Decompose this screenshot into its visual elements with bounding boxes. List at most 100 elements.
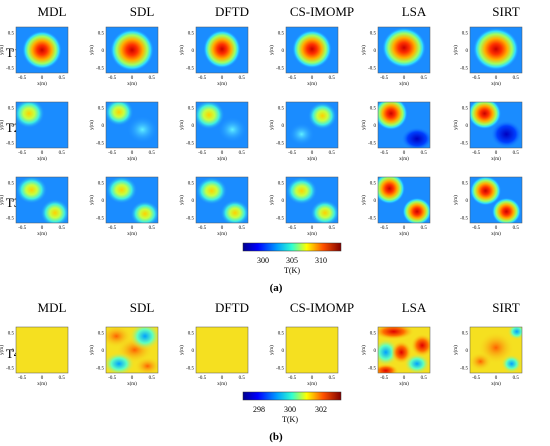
x-tick-label: -0.5 <box>472 151 480 156</box>
y-tick-label: 0 <box>192 349 195 354</box>
x-tick-label: -0.5 <box>198 376 206 381</box>
panel-frame <box>195 26 249 74</box>
x-tick-label: -0.5 <box>472 226 480 231</box>
figure-label-a: (a) <box>269 282 283 294</box>
y-tick-label: 0 <box>102 199 105 204</box>
x-tick-label: 0 <box>495 76 498 81</box>
x-tick-label: -0.5 <box>380 151 388 156</box>
heatmap-panel-r2-c2 <box>105 101 159 149</box>
x-tick-label: 0 <box>403 226 406 231</box>
x-axis-label: x(m) <box>307 157 317 162</box>
colorbar-b-tick: 302 <box>315 405 327 414</box>
y-tick-label: 0 <box>12 49 15 54</box>
colorbar-a <box>242 242 342 252</box>
heatmap-blob <box>402 197 430 223</box>
heatmap-panel-r1-c5 <box>377 26 431 74</box>
y-axis-label: y(m) <box>180 120 185 130</box>
heatmap-panel-r3-c4 <box>285 176 339 224</box>
heatmap-panel-r1-c2 <box>105 26 159 74</box>
y-tick-label: 0.5 <box>370 182 377 187</box>
y-tick-label: 0 <box>12 349 15 354</box>
colorbar-b-tick: 300 <box>284 405 296 414</box>
heatmap-panel-r3-c3 <box>195 176 249 224</box>
y-tick-label: 0 <box>466 49 469 54</box>
y-axis-label: y(m) <box>90 120 95 130</box>
y-tick-label: 0 <box>374 199 377 204</box>
heatmap-blob <box>134 356 158 373</box>
y-tick-label: 0 <box>374 124 377 129</box>
y-axis-label: y(m) <box>362 45 367 55</box>
x-tick-label: 0.5 <box>513 151 520 156</box>
y-tick-label: -0.5 <box>368 216 376 221</box>
y-tick-label: -0.5 <box>6 366 14 371</box>
x-tick-label: 0.5 <box>513 226 520 231</box>
heatmap-panel-r2-c4 <box>285 101 339 149</box>
x-axis-label: x(m) <box>37 157 47 162</box>
colorbar-a-tick: 300 <box>257 256 269 265</box>
x-tick-label: 0 <box>221 76 224 81</box>
heatmap-blob <box>286 177 318 205</box>
y-axis-label: y(m) <box>90 195 95 205</box>
x-tick-label: -0.5 <box>18 226 26 231</box>
heatmap-blob <box>378 363 399 373</box>
heatmap-blob <box>16 177 48 204</box>
heatmap-blob <box>106 177 138 204</box>
x-tick-label: 0.5 <box>421 151 428 156</box>
heatmap-blob <box>40 199 68 223</box>
x-tick-label: -0.5 <box>472 376 480 381</box>
x-tick-label: 0.5 <box>421 76 428 81</box>
y-axis-label: y(m) <box>454 345 459 355</box>
y-tick-label: 0.5 <box>278 182 285 187</box>
panel-frame <box>377 101 431 149</box>
y-tick-label: 0 <box>12 124 15 129</box>
column-title-dftd-b: DFTD <box>215 300 249 315</box>
panel-frame <box>15 101 69 149</box>
heatmap-blob <box>378 177 406 205</box>
column-title-mdl-b: MDL <box>37 300 67 315</box>
y-axis-label: y(m) <box>270 120 275 130</box>
x-tick-label: 0 <box>131 376 134 381</box>
x-axis-label: x(m) <box>37 82 47 87</box>
heatmap-blob <box>410 333 430 357</box>
y-axis-label: y(m) <box>0 120 5 130</box>
x-axis-label: x(m) <box>399 232 409 237</box>
y-tick-label: 0.5 <box>278 332 285 337</box>
x-tick-label: -0.5 <box>108 376 116 381</box>
heatmap-panel-r3-c1 <box>15 176 69 224</box>
panel-frame <box>195 326 249 374</box>
x-tick-label: 0.5 <box>513 76 520 81</box>
x-tick-label: 0.5 <box>149 226 156 231</box>
x-tick-label: 0 <box>41 376 44 381</box>
x-tick-label: 0 <box>403 151 406 156</box>
x-axis-label: x(m) <box>217 232 227 237</box>
y-tick-label: -0.5 <box>186 366 194 371</box>
column-title-sirt: SIRT <box>492 4 520 19</box>
colorbar-a-tick: 305 <box>286 256 298 265</box>
y-tick-label: -0.5 <box>186 66 194 71</box>
heatmap-blob <box>310 200 338 223</box>
y-tick-label: 0.5 <box>8 332 15 337</box>
y-tick-label: 0.5 <box>462 182 469 187</box>
y-tick-label: -0.5 <box>6 216 14 221</box>
heatmap-blob <box>130 200 158 223</box>
heatmap-blob <box>307 102 337 130</box>
y-tick-label: 0.5 <box>370 107 377 112</box>
y-tick-label: 0.5 <box>98 332 105 337</box>
y-tick-label: 0 <box>102 49 105 54</box>
y-axis-label: y(m) <box>90 345 95 355</box>
y-tick-label: 0 <box>102 124 105 129</box>
y-axis-label: y(m) <box>362 195 367 205</box>
heatmap-panel-r1-c3 <box>195 26 249 74</box>
y-axis-label: y(m) <box>454 45 459 55</box>
x-tick-label: -0.5 <box>198 226 206 231</box>
y-tick-label: 0.5 <box>8 32 15 37</box>
x-tick-label: 0.5 <box>329 376 336 381</box>
y-tick-label: 0.5 <box>370 332 377 337</box>
heatmap-blob <box>404 353 430 373</box>
x-tick-label: 0 <box>221 376 224 381</box>
x-tick-label: -0.5 <box>18 76 26 81</box>
heatmap-panel-r4-c6 <box>469 326 523 374</box>
x-tick-label: 0.5 <box>239 226 246 231</box>
x-tick-label: -0.5 <box>288 151 296 156</box>
